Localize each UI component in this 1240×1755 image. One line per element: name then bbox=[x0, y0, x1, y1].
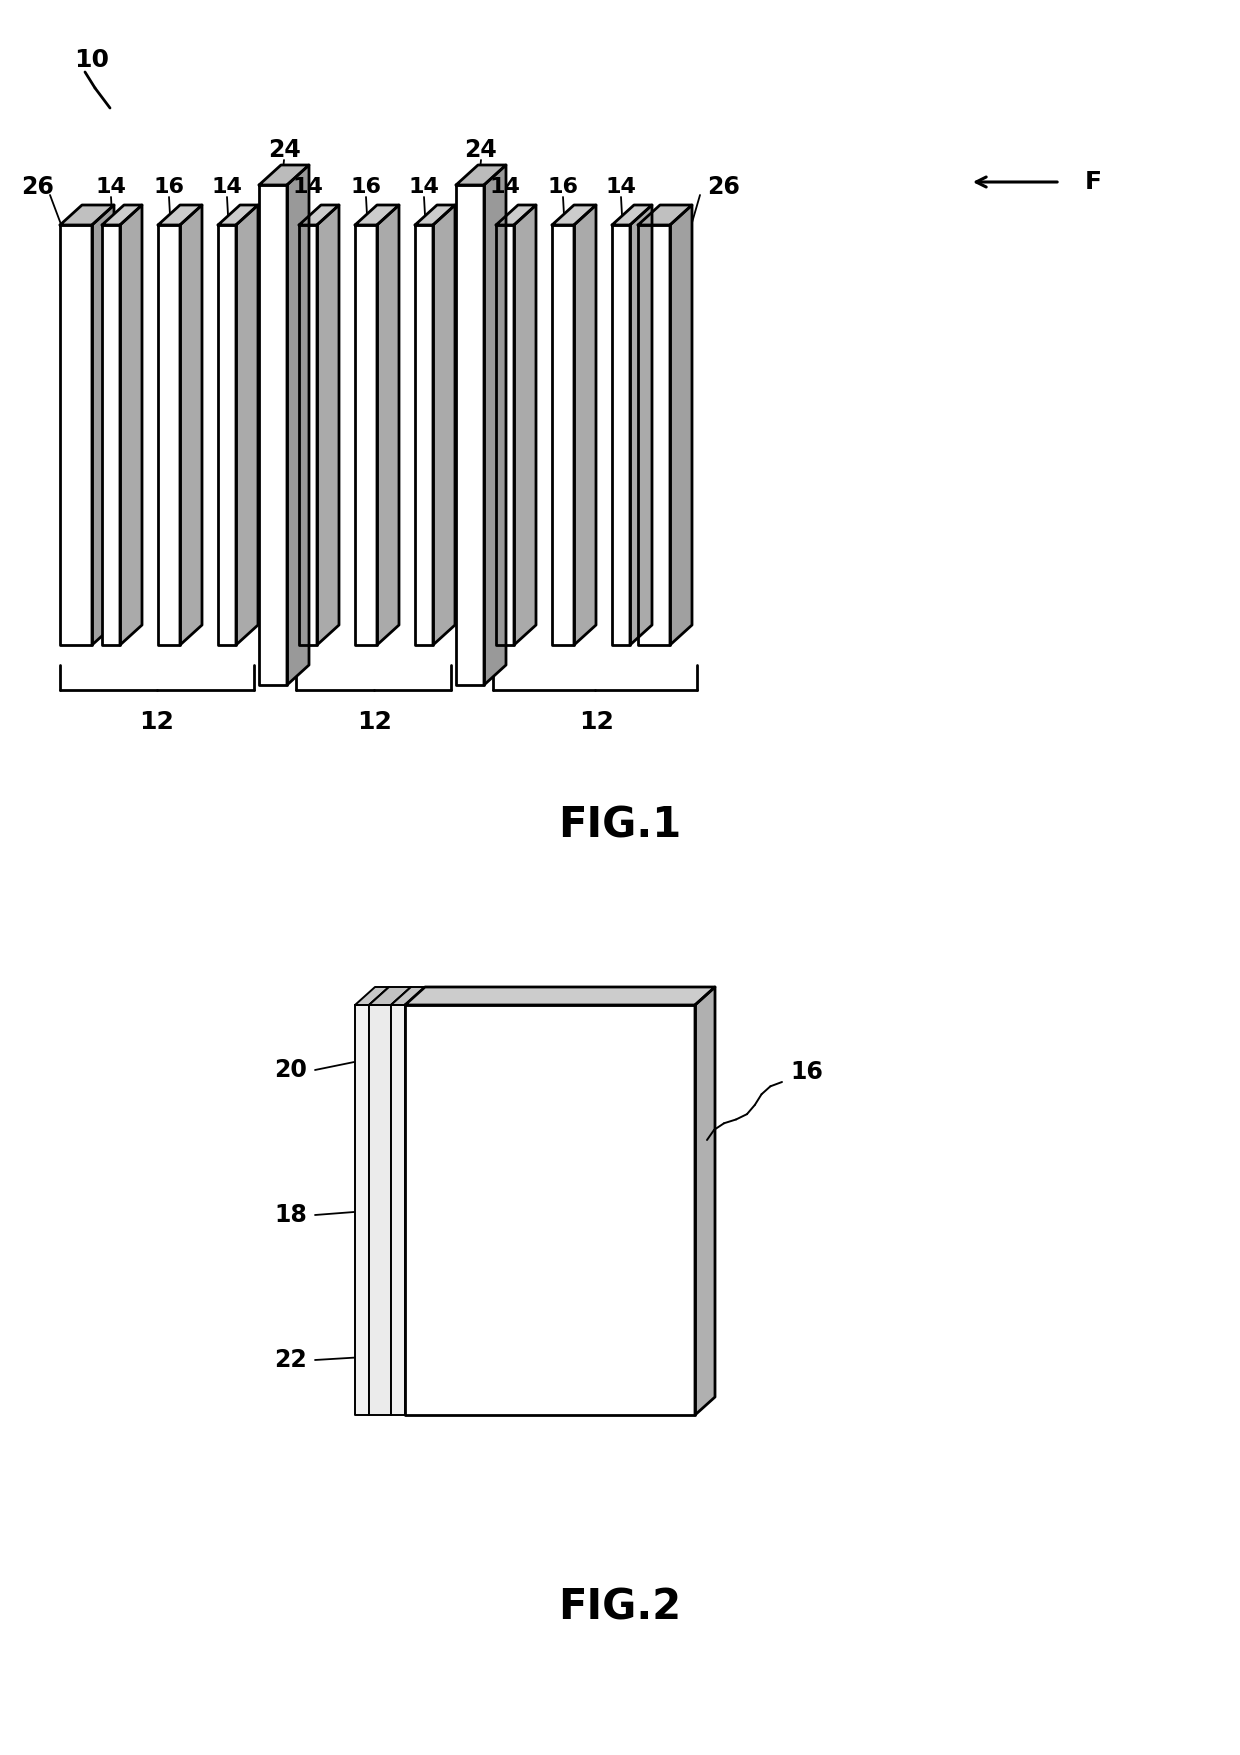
Polygon shape bbox=[60, 225, 92, 646]
Text: 14: 14 bbox=[95, 177, 126, 197]
Polygon shape bbox=[496, 225, 515, 646]
Polygon shape bbox=[552, 225, 574, 646]
Polygon shape bbox=[370, 986, 389, 1415]
Text: 12: 12 bbox=[357, 711, 392, 734]
Polygon shape bbox=[391, 986, 425, 1006]
Polygon shape bbox=[670, 205, 692, 646]
Polygon shape bbox=[102, 225, 120, 646]
Polygon shape bbox=[484, 165, 506, 684]
Text: 26: 26 bbox=[21, 176, 55, 198]
Polygon shape bbox=[60, 205, 114, 225]
Text: 24: 24 bbox=[268, 139, 300, 161]
Polygon shape bbox=[515, 205, 536, 646]
Polygon shape bbox=[355, 1006, 370, 1415]
Polygon shape bbox=[157, 205, 202, 225]
Text: 26: 26 bbox=[707, 176, 740, 198]
Polygon shape bbox=[180, 205, 202, 646]
Polygon shape bbox=[639, 225, 670, 646]
Polygon shape bbox=[456, 184, 484, 684]
Text: 16: 16 bbox=[154, 177, 185, 197]
Polygon shape bbox=[415, 205, 455, 225]
Text: FIG.2: FIG.2 bbox=[558, 1587, 682, 1629]
Polygon shape bbox=[377, 205, 399, 646]
Polygon shape bbox=[415, 225, 433, 646]
Polygon shape bbox=[236, 205, 258, 646]
Polygon shape bbox=[299, 225, 317, 646]
Text: 18: 18 bbox=[274, 1202, 308, 1227]
Polygon shape bbox=[391, 986, 410, 1415]
Text: 16: 16 bbox=[790, 1060, 823, 1085]
Text: 24: 24 bbox=[465, 139, 497, 161]
Polygon shape bbox=[405, 986, 715, 1006]
Polygon shape bbox=[456, 165, 506, 184]
Polygon shape bbox=[574, 205, 596, 646]
Polygon shape bbox=[391, 1006, 405, 1415]
Polygon shape bbox=[639, 205, 692, 225]
Text: 12: 12 bbox=[140, 711, 175, 734]
Text: F: F bbox=[1085, 170, 1102, 195]
Text: 14: 14 bbox=[605, 177, 636, 197]
Text: 14: 14 bbox=[293, 177, 324, 197]
Polygon shape bbox=[218, 225, 236, 646]
Text: 20: 20 bbox=[274, 1058, 308, 1083]
Polygon shape bbox=[694, 986, 715, 1415]
Polygon shape bbox=[613, 225, 630, 646]
Text: 14: 14 bbox=[408, 177, 439, 197]
Polygon shape bbox=[630, 205, 652, 646]
Polygon shape bbox=[299, 205, 339, 225]
Polygon shape bbox=[218, 205, 258, 225]
Text: 16: 16 bbox=[548, 177, 579, 197]
Text: 14: 14 bbox=[212, 177, 243, 197]
Polygon shape bbox=[259, 165, 309, 184]
Polygon shape bbox=[92, 205, 114, 646]
Polygon shape bbox=[552, 205, 596, 225]
Polygon shape bbox=[355, 205, 399, 225]
Polygon shape bbox=[286, 165, 309, 684]
Polygon shape bbox=[355, 225, 377, 646]
Polygon shape bbox=[102, 205, 143, 225]
Polygon shape bbox=[259, 184, 286, 684]
Polygon shape bbox=[405, 986, 425, 1415]
Polygon shape bbox=[433, 205, 455, 646]
Text: 22: 22 bbox=[274, 1348, 308, 1372]
Polygon shape bbox=[355, 986, 389, 1006]
Text: 14: 14 bbox=[490, 177, 521, 197]
Polygon shape bbox=[370, 1006, 391, 1415]
Text: 10: 10 bbox=[74, 47, 109, 72]
Text: 12: 12 bbox=[579, 711, 614, 734]
Text: 16: 16 bbox=[351, 177, 382, 197]
Polygon shape bbox=[157, 225, 180, 646]
Text: FIG.1: FIG.1 bbox=[558, 804, 682, 846]
Polygon shape bbox=[613, 205, 652, 225]
Polygon shape bbox=[405, 1006, 694, 1415]
Polygon shape bbox=[120, 205, 143, 646]
Polygon shape bbox=[370, 986, 410, 1006]
Polygon shape bbox=[317, 205, 339, 646]
Polygon shape bbox=[496, 205, 536, 225]
